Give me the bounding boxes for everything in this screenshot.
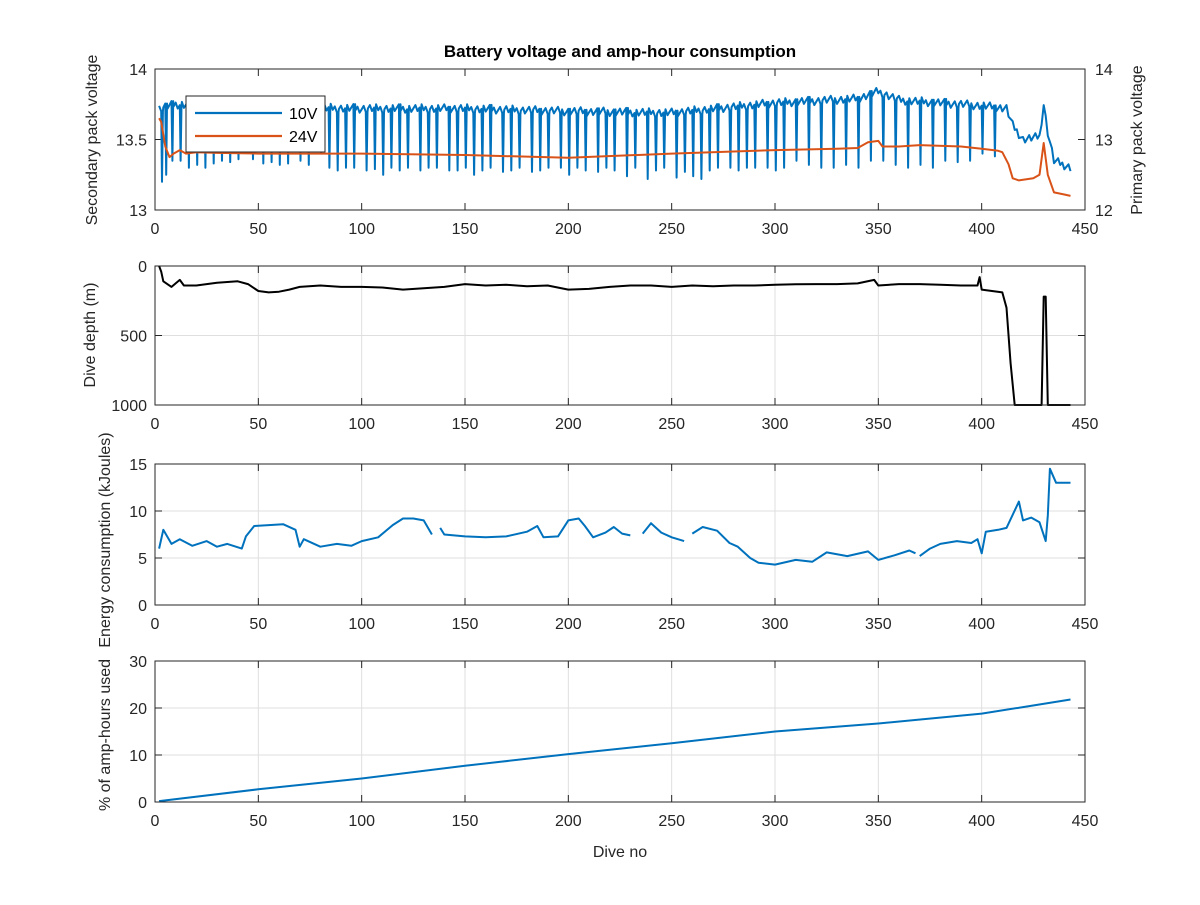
amphours-panel: 0 50 100 150 200 250 300 350 400 450 0 10 20 30 % of … <box>97 654 1098 861</box>
x-tick-label: 400 <box>968 221 995 238</box>
x-tick-label: 300 <box>762 616 789 633</box>
x-tick-label: 0 <box>151 416 160 433</box>
x-tick-label: 50 <box>249 616 267 633</box>
x-tick-label: 100 <box>348 416 375 433</box>
y-tick-label: 10 <box>129 748 147 765</box>
y-tick-label: 500 <box>120 329 147 346</box>
x-tick-label: 200 <box>555 813 582 830</box>
x-tick-label: 450 <box>1072 221 1099 238</box>
voltage-right-y-axis-label: Primary pack voltage <box>1129 65 1146 214</box>
x-tick-label: 350 <box>865 221 892 238</box>
x-tick-label: 150 <box>452 813 479 830</box>
x-tick-label: 50 <box>249 221 267 238</box>
x-tick-label: 150 <box>452 221 479 238</box>
voltage-plot-area <box>154 68 1086 211</box>
legend-label-10v: 10V <box>289 106 318 123</box>
x-tick-label: 300 <box>762 416 789 433</box>
depth-plot-area <box>154 265 1086 406</box>
energy-plot-area <box>154 463 1086 606</box>
x-tick-label: 450 <box>1072 616 1099 633</box>
x-tick-label: 200 <box>555 616 582 633</box>
legend-label-24v: 24V <box>289 129 318 146</box>
y-tick-label: 15 <box>129 457 147 474</box>
right-y-tick-label: 14 <box>1095 62 1113 79</box>
y-tick-label: 0 <box>138 795 147 812</box>
amphours-y-axis-label: % of amp-hours used <box>97 659 114 811</box>
x-tick-label: 150 <box>452 416 479 433</box>
y-tick-label: 0 <box>138 598 147 615</box>
x-tick-label: 200 <box>555 416 582 433</box>
x-tick-label: 400 <box>968 416 995 433</box>
y-tick-label: 0 <box>138 259 147 276</box>
energy-panel: 0 50 100 150 200 250 300 350 400 450 0 5 10 15 Energy… <box>97 432 1098 647</box>
y-tick-label: 13.5 <box>116 133 147 150</box>
x-tick-label: 0 <box>151 221 160 238</box>
voltage-panel: Battery voltage and amp-hour consumption… <box>84 42 1146 238</box>
series-depth-line <box>158 265 1071 406</box>
x-tick-label: 0 <box>151 813 160 830</box>
amphours-plot-area <box>154 660 1086 803</box>
y-tick-label: 30 <box>129 654 147 671</box>
x-axis-label: Dive no <box>593 844 647 861</box>
x-tick-label: 50 <box>249 416 267 433</box>
x-tick-label: 100 <box>348 221 375 238</box>
x-tick-label: 350 <box>865 813 892 830</box>
series-energy-line <box>158 467 1071 566</box>
right-y-tick-label: 12 <box>1095 203 1113 220</box>
x-tick-label: 250 <box>658 616 685 633</box>
x-tick-label: 200 <box>555 221 582 238</box>
energy-y-axis-label: Energy consumption (kJoules) <box>97 432 114 647</box>
x-tick-label: 250 <box>658 221 685 238</box>
x-tick-label: 400 <box>968 616 995 633</box>
x-tick-label: 300 <box>762 813 789 830</box>
x-tick-label: 100 <box>348 813 375 830</box>
legend: 10V 24V <box>185 95 326 153</box>
x-tick-label: 250 <box>658 416 685 433</box>
depth-panel: 0 50 100 150 200 250 300 350 400 450 0 500 1000 Dive… <box>82 259 1098 433</box>
y-tick-label: 14 <box>129 62 147 79</box>
x-tick-label: 250 <box>658 813 685 830</box>
x-tick-label: 450 <box>1072 416 1099 433</box>
x-tick-label: 400 <box>968 813 995 830</box>
series-24v-line <box>158 117 1071 197</box>
right-y-tick-label: 13 <box>1095 133 1113 150</box>
legend-box <box>185 95 326 153</box>
y-tick-label: 1000 <box>111 398 147 415</box>
y-tick-label: 20 <box>129 701 147 718</box>
x-tick-label: 450 <box>1072 813 1099 830</box>
x-tick-label: 150 <box>452 616 479 633</box>
x-tick-label: 350 <box>865 616 892 633</box>
x-tick-label: 300 <box>762 221 789 238</box>
y-tick-label: 5 <box>138 551 147 568</box>
x-tick-label: 350 <box>865 416 892 433</box>
y-tick-label: 13 <box>129 203 147 220</box>
x-tick-label: 50 <box>249 813 267 830</box>
voltage-left-y-axis-label: Secondary pack voltage <box>84 55 101 226</box>
depth-y-axis-label: Dive depth (m) <box>82 283 99 388</box>
x-tick-label: 100 <box>348 616 375 633</box>
y-tick-label: 10 <box>129 504 147 521</box>
series-amphours-line <box>158 698 1071 803</box>
chart-title: Battery voltage and amp-hour consumption <box>444 42 796 61</box>
x-tick-label: 0 <box>151 616 160 633</box>
